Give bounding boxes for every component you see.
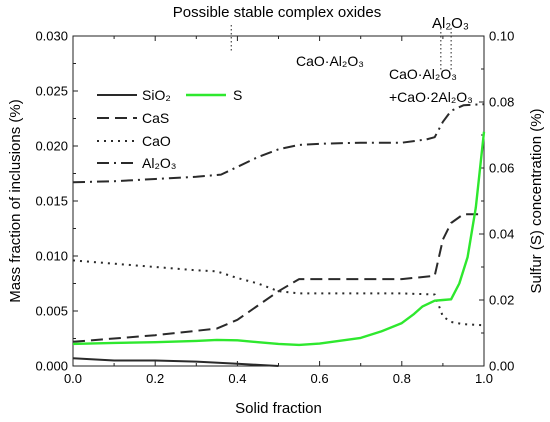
x-axis-label: Solid fraction (235, 400, 322, 417)
y-right-tick-label: 0.10 (489, 29, 514, 44)
legend-label: SiO₂ (142, 87, 171, 103)
y-right-tick-label: 0.04 (489, 227, 514, 242)
y-left-tick-label: 0.010 (35, 249, 68, 264)
annotation-header: Possible stable complex oxides (173, 4, 381, 21)
y-right-tick-label: 0.06 (489, 161, 514, 176)
annotations: Possible stable complex oxides CaO·Al₂O₃ C… (173, 4, 473, 105)
x-tick-label: 1.0 (475, 371, 493, 386)
y-left-tick-label: 0.030 (35, 29, 68, 44)
series-line-1 (72, 213, 484, 343)
annotation-cao-al2o3: CaO·Al₂O₃ (296, 53, 364, 69)
series-line-2 (72, 259, 485, 327)
y-left-axis-label: Mass fraction of inclusions (%) (7, 99, 24, 302)
x-tick-label: 0.2 (146, 371, 164, 386)
x-tick-label: 0.4 (228, 371, 246, 386)
x-tick-label: 0.0 (64, 371, 82, 386)
plot-frame (72, 35, 485, 367)
axes: 0.0 0.2 0.4 0.6 0.8 1.0 0.000 0.005 0.010 0.015 0.… (7, 29, 545, 418)
y-right-tick-label: 0.02 (489, 293, 514, 308)
legend-label: CaS (142, 110, 169, 126)
legend-label: Al₂O₃ (142, 155, 176, 171)
y-left-tick-label: 0.015 (35, 194, 68, 209)
series-line-4 (72, 131, 486, 347)
annotation-al2o3: Al₂O₃ (432, 15, 469, 32)
legend: SiO₂ S CaS CaO Al₂O₃ (97, 87, 242, 171)
annotation-combo-line2: +CaO·2Al₂O₃ (389, 89, 473, 105)
y-left-tick-label: 0.005 (35, 304, 68, 319)
y-right-tick-label: 0.00 (489, 359, 514, 374)
series-line-3 (72, 103, 485, 184)
series-line-0 (72, 357, 279, 367)
y-left-tick-label: 0.020 (35, 139, 68, 154)
x-tick-label: 0.8 (393, 371, 411, 386)
annotation-combo-line1: CaO·Al₂O₃ (389, 66, 457, 82)
legend-label: S (233, 87, 242, 103)
y-left-tick-label: 0.025 (35, 84, 68, 99)
y-right-tick-label: 0.08 (489, 95, 514, 110)
x-tick-label: 0.6 (311, 371, 329, 386)
y-right-axis-label: Sulfur (S) concentration (%) (528, 108, 545, 293)
series-lines (72, 103, 486, 367)
legend-label: CaO (142, 133, 171, 149)
y-left-tick-label: 0.000 (35, 359, 68, 374)
